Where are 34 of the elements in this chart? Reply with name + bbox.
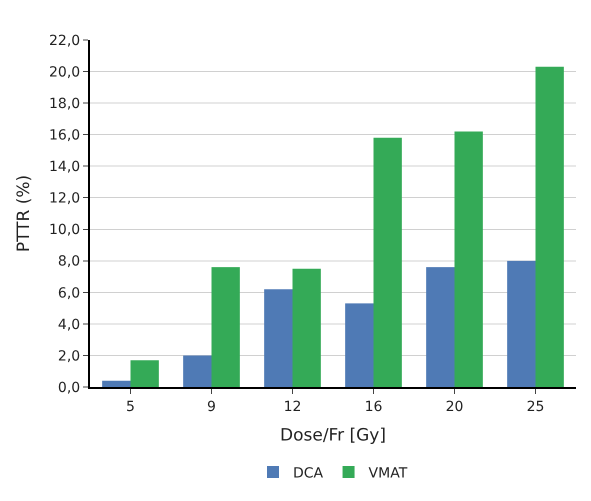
bar <box>292 268 321 387</box>
x-tick-label: 25 <box>526 398 544 415</box>
y-axis-title: PTTR (%) <box>14 174 34 252</box>
y-tick-label: 4,0 <box>58 316 80 333</box>
y-tick-label: 20,0 <box>49 64 80 80</box>
bar <box>536 66 564 387</box>
y-tick-label: 12,0 <box>49 190 80 207</box>
bar <box>183 355 212 387</box>
legend-label: DCA <box>293 465 324 482</box>
y-tick-label: 8,0 <box>58 254 80 270</box>
bar <box>212 267 240 387</box>
y-tick-label: 18,0 <box>49 96 80 112</box>
y-tick-label: 0,0 <box>58 380 80 396</box>
x-tick-label: 20 <box>446 398 464 415</box>
y-tick-label: 2,0 <box>58 348 80 364</box>
y-tick-label: 14,0 <box>49 159 80 176</box>
x-tick-label: 5 <box>126 398 135 415</box>
bar <box>426 267 454 387</box>
y-tick-label: 10,0 <box>49 222 80 238</box>
y-tick-label: 6,0 <box>58 285 80 302</box>
y-tick-label: 16,0 <box>49 128 80 144</box>
x-tick-label: 12 <box>284 398 302 415</box>
x-tick-label: 9 <box>207 398 216 415</box>
bar <box>345 303 374 387</box>
legend-label: VMAT <box>368 465 408 482</box>
y-tick-label: 22,0 <box>49 32 80 49</box>
bar <box>454 131 483 387</box>
bar <box>102 380 130 387</box>
bar <box>507 260 536 387</box>
bar <box>130 360 159 387</box>
bar <box>264 289 292 387</box>
x-axis-title: Dose/Fr [Gy] <box>280 426 386 446</box>
bar <box>374 138 402 387</box>
x-tick-label: 16 <box>364 398 382 415</box>
